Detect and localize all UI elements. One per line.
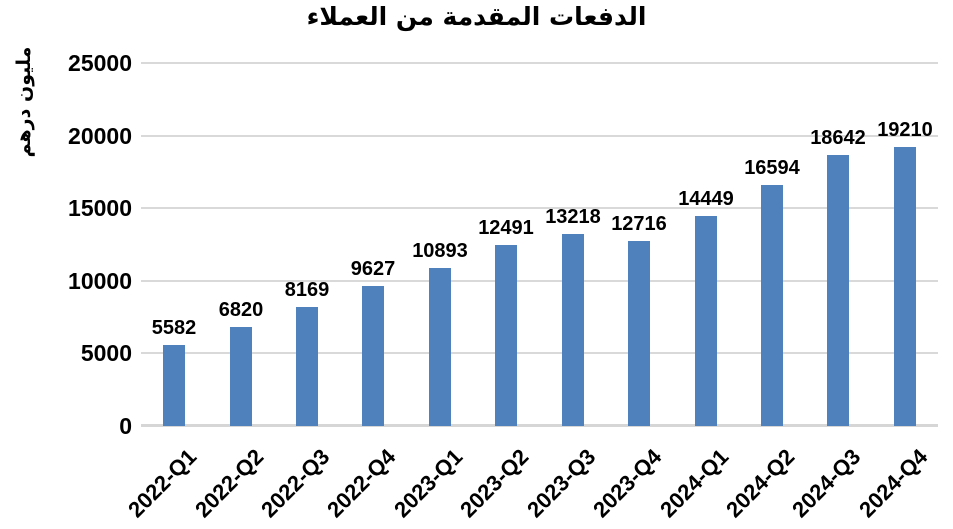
x-axis-tick-label: 2023-Q4 <box>588 444 667 523</box>
gridline <box>141 352 938 354</box>
bar-2023-Q3 <box>562 234 584 426</box>
bar-value-label: 13218 <box>545 206 601 228</box>
bar-value-label: 8169 <box>284 279 330 301</box>
gridline <box>141 62 938 64</box>
bar-value-label: 14449 <box>678 188 734 210</box>
bar-2024-Q4 <box>894 147 916 426</box>
x-axis-line <box>141 424 938 427</box>
bar-value-label: 12716 <box>611 213 667 235</box>
bar-2024-Q2 <box>761 185 783 426</box>
bar-2022-Q2 <box>230 327 252 426</box>
x-axis-tick-label: 2024-Q4 <box>854 444 933 523</box>
bar-2022-Q1 <box>163 345 185 426</box>
x-axis-tick-label: 2024-Q1 <box>655 444 734 523</box>
bar-2022-Q4 <box>362 286 384 426</box>
x-axis-tick-label: 2022-Q1 <box>123 444 202 523</box>
bar-2024-Q3 <box>827 155 849 426</box>
bar-2023-Q1 <box>429 268 451 426</box>
bar-2023-Q4 <box>628 241 650 426</box>
x-axis-tick-label: 2023-Q2 <box>455 444 534 523</box>
bar-value-label: 12491 <box>478 217 534 239</box>
plot-area: 5582 6820 8169 9627 10893 12491 13218 12716 1444… <box>141 62 938 427</box>
y-axis-tick-label: 15000 <box>68 195 132 222</box>
x-axis-tick-label: 2024-Q2 <box>721 444 800 523</box>
x-axis-tick-label: 2023-Q1 <box>389 444 468 523</box>
y-axis-tick-label: 10000 <box>68 267 132 294</box>
bar-2024-Q1 <box>695 216 717 426</box>
x-axis-tick-label: 2022-Q3 <box>256 444 335 523</box>
bar-value-label: 5582 <box>151 317 197 339</box>
bar-2022-Q3 <box>296 307 318 426</box>
gridline <box>141 280 938 282</box>
bar-value-label: 6820 <box>218 299 264 321</box>
chart-title: الدفعات المقدمة من العملاء <box>306 2 647 31</box>
bar-value-label: 18642 <box>810 127 866 149</box>
x-axis-tick-label: 2022-Q4 <box>322 444 401 523</box>
bar-2023-Q2 <box>495 245 517 426</box>
gridline <box>141 135 938 137</box>
bar-value-label: 10893 <box>412 240 468 262</box>
gridline <box>141 207 938 209</box>
y-axis-tick-label: 25000 <box>68 50 132 76</box>
x-axis-tick-label: 2022-Q2 <box>190 444 269 523</box>
bar-value-label: 16594 <box>744 157 800 179</box>
bar-value-label: 9627 <box>350 258 396 280</box>
y-axis-tick-label: 5000 <box>80 340 132 367</box>
x-axis-tick-label: 2024-Q3 <box>787 444 866 523</box>
y-axis-tick-label: 20000 <box>68 122 132 149</box>
bar-value-label: 19210 <box>877 119 933 141</box>
x-axis-tick-label: 2023-Q3 <box>522 444 601 523</box>
y-axis-tick-label: 0 <box>119 413 132 439</box>
